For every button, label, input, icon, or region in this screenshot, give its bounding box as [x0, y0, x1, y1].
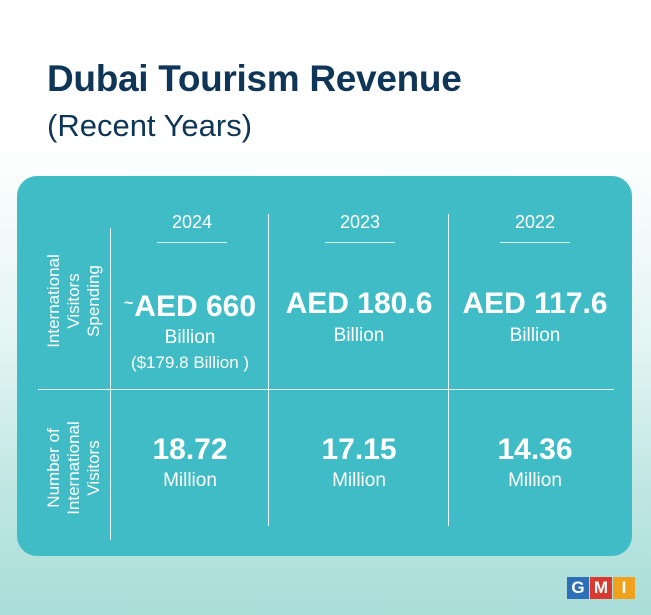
year-header-2024: 2024: [171, 212, 213, 232]
unit-text: Billion: [164, 327, 216, 348]
page-title: Dubai Tourism Revenue: [47, 58, 462, 99]
approx-symbol: ~: [123, 295, 134, 312]
cell-visitors-2024: 18.72 Million: [110, 432, 270, 494]
grid-line-vertical: [448, 214, 449, 526]
grid-line-vertical: [110, 228, 111, 540]
value-text: 17.15: [321, 433, 397, 466]
unit-text: Billion: [509, 325, 561, 346]
unit-text: Million: [332, 470, 386, 491]
unit-text: Million: [163, 470, 217, 491]
unit-text: Million: [508, 470, 562, 491]
value-text: 18.72: [152, 433, 228, 466]
usd-note: ($179.8 Billion ): [130, 353, 250, 372]
value-text: 14.36: [497, 433, 573, 466]
year-underline: [325, 242, 395, 243]
year-header-2023: 2023: [339, 212, 381, 232]
logo-letter-m: M: [590, 577, 612, 599]
year-underline: [500, 242, 570, 243]
value-text: AED 180.6: [285, 287, 433, 320]
cell-spending-2024: ~AED 660 Billion ($179.8 Billion ): [110, 286, 270, 375]
cell-spending-2022: AED 117.6 Billion: [449, 286, 621, 349]
logo-letter-i: I: [613, 577, 635, 599]
cell-spending-2023: AED 180.6 Billion: [269, 286, 449, 349]
row-label-spending: International Visitors Spending: [44, 254, 103, 348]
unit-text: Billion: [333, 325, 385, 346]
gmi-logo: G M I: [567, 577, 636, 599]
data-card: 2024 2023 2022 International Visitors Sp…: [17, 176, 632, 556]
year-header-2022: 2022: [514, 212, 556, 232]
value-text: AED 660: [134, 290, 257, 323]
year-underline: [157, 242, 227, 243]
row-label-visitors: Number of International Visitors: [44, 421, 103, 515]
grid-line-horizontal: [38, 389, 614, 390]
grid-line-vertical: [268, 214, 269, 526]
logo-letter-g: G: [567, 577, 589, 599]
value-text: AED 117.6: [462, 287, 608, 320]
page-subtitle: (Recent Years): [47, 108, 253, 143]
cell-visitors-2023: 17.15 Million: [269, 432, 449, 494]
cell-visitors-2022: 14.36 Million: [449, 432, 621, 494]
